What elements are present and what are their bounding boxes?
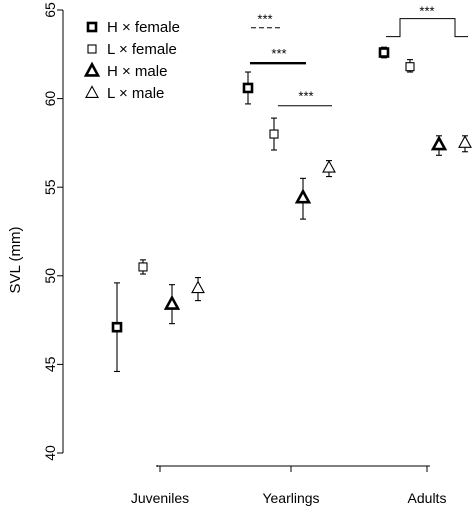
legend-label: H × male [107,63,167,80]
data-point [269,117,279,151]
point-marker [269,129,279,139]
legend-item: H × male [83,61,167,80]
point-marker [242,82,254,94]
data-points [111,46,472,373]
sig-label: *** [298,89,313,104]
data-point [378,46,390,59]
y-axis-title: SVL (mm) [7,227,24,294]
legend-label: L × female [107,41,177,58]
data-point [322,159,336,178]
point-marker [111,321,123,333]
legend-marker [85,85,99,98]
y-axis: 40 45 50 55 60 65 [42,2,64,461]
x-tick-label: Yearlings [262,490,319,506]
point-marker [163,294,181,310]
point-marker [405,62,415,72]
legend: H × female L × female H × male L × male [83,19,180,102]
x-tick-label: Juveniles [131,490,189,506]
sig-label: *** [419,4,434,19]
point-marker [458,135,472,148]
data-point [294,177,312,220]
x-tick-label: Adults [408,490,447,506]
legend-label: L × male [107,85,164,102]
data-point [191,277,205,302]
legend-item: H × female [86,19,180,36]
sig-bracket [386,18,468,38]
point-marker [430,135,448,151]
data-point [111,282,123,373]
legend-marker [87,44,97,54]
y-tick-label: 55 [42,179,58,195]
data-point [138,259,148,275]
legend-item: L × male [85,85,164,102]
point-marker [322,159,336,173]
point-marker [378,47,390,58]
legend-marker [86,21,98,33]
point-marker [138,262,148,272]
data-point [163,284,181,325]
y-tick-label: 65 [42,2,58,18]
data-point [458,135,472,153]
significance-annotations: *** *** *** *** [250,4,468,107]
data-point [430,135,448,156]
legend-item: L × female [87,41,177,58]
legend-label: H × female [107,19,180,36]
legend-marker [83,61,101,77]
sig-label: *** [257,12,272,27]
y-tick-label: 40 [42,445,58,461]
point-marker [191,280,205,294]
x-axis: Juveniles Yearlings Adults [131,465,447,506]
sig-label: *** [271,46,286,61]
point-marker [294,188,312,204]
y-tick-label: 45 [42,356,58,372]
y-tick-label: 50 [42,268,58,284]
data-point [242,71,254,105]
data-point [405,59,415,73]
y-tick-label: 60 [42,91,58,107]
